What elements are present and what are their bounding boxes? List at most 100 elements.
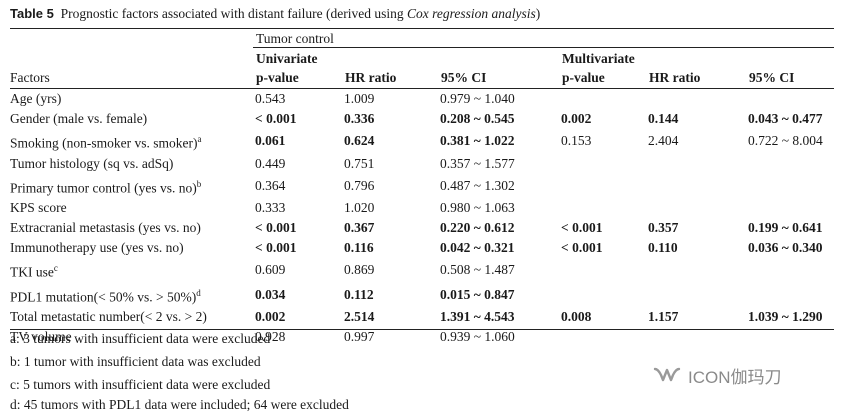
table-row: TV volume 0.928 0.997 0.939 ~ 1.060 bbox=[10, 327, 828, 347]
multivariate-hr-ratio-cell bbox=[648, 283, 748, 308]
univariate-ci-cell: 0.220 ~ 0.612 bbox=[440, 220, 515, 235]
footnote-marker: a bbox=[197, 134, 202, 144]
table-title-text: Prognostic factors associated with dista… bbox=[60, 6, 408, 21]
footnote-b: b: 1 tumor with insufficient data was ex… bbox=[10, 354, 261, 369]
univariate-ci-cell: 0.208 ~ 0.545 bbox=[440, 111, 515, 126]
footnote-marker: c bbox=[53, 263, 58, 273]
table-title-close: ) bbox=[535, 6, 541, 21]
univariate-p-value-cell: 0.061 bbox=[255, 133, 286, 149]
multivariate-p-value-cell bbox=[561, 198, 648, 218]
factor-cell: Extracranial metastasis (yes vs. no) bbox=[10, 218, 255, 238]
univariate-p-value-cell: 0.333 bbox=[255, 200, 286, 215]
univariate-ci-cell: 0.381 ~ 1.022 bbox=[440, 133, 515, 149]
univariate-ci-cell: 0.979 ~ 1.040 bbox=[440, 91, 515, 106]
table-row: Total metastatic number(< 2 vs. > 2) 0.00… bbox=[10, 307, 828, 327]
univariate-p-value-cell: < 0.001 bbox=[255, 220, 297, 235]
multivariate-hr-ratio-cell bbox=[648, 258, 748, 283]
header-rule bbox=[10, 88, 834, 89]
bottom-rule bbox=[10, 329, 834, 330]
univariate-p-value-cell: < 0.001 bbox=[255, 240, 297, 255]
multivariate-hr-ratio-cell bbox=[648, 154, 748, 174]
univariate-ci-cell: 0.357 ~ 1.577 bbox=[440, 155, 515, 171]
univariate-p-value-cell: 0.034 bbox=[255, 286, 286, 302]
factor-label: Tumor histology (sq vs. adSq) bbox=[10, 155, 174, 171]
univariate-hr-ratio-cell: 0.796 bbox=[344, 177, 375, 193]
multivariate-ci-cell bbox=[748, 327, 828, 347]
top-rule bbox=[10, 28, 834, 29]
multivariate-p-value-cell bbox=[561, 89, 648, 109]
factor-cell: Immunotherapy use (yes vs. no) bbox=[10, 238, 255, 258]
univariate-p-value-cell: 0.364 bbox=[255, 177, 286, 193]
factor-label: Gender (male vs. female) bbox=[10, 111, 148, 126]
univariate-p-value-cell: < 0.001 bbox=[255, 111, 297, 126]
univariate-ci-cell: 0.015 ~ 0.847 bbox=[440, 286, 515, 302]
multivariate-hr-ratio-cell: 0.357 bbox=[648, 220, 679, 235]
multivariate-ci-cell: 0.036 ~ 0.340 bbox=[748, 240, 823, 255]
multivariate-p-value-cell: 0.002 bbox=[561, 111, 592, 126]
univariate-hr-ratio-cell: 2.514 bbox=[344, 309, 375, 324]
multivariate-ci-cell: 1.039 ~ 1.290 bbox=[748, 309, 823, 324]
table-title: Table 5 Prognostic factors associated wi… bbox=[10, 6, 540, 22]
header-multivariate-ci: 95% CI bbox=[749, 70, 795, 85]
table-row: Smoking (non-smoker vs. smoker)a 0.061 0.6… bbox=[10, 129, 828, 154]
factor-cell: PDL1 mutation(< 50% vs. > 50%)d bbox=[10, 283, 255, 308]
header-multivariate: Multivariate bbox=[562, 51, 635, 66]
univariate-hr-ratio-cell: 0.869 bbox=[344, 262, 375, 278]
factor-cell: Primary tumor control (yes vs. no)b bbox=[10, 174, 255, 199]
multivariate-p-value-cell bbox=[561, 154, 648, 174]
factor-label: Smoking (non-smoker vs. smoker) bbox=[10, 135, 198, 151]
multivariate-p-value-cell bbox=[561, 283, 648, 308]
multivariate-ci-cell bbox=[748, 154, 828, 174]
multivariate-p-value-cell: 0.008 bbox=[561, 309, 592, 324]
multivariate-p-value-cell: < 0.001 bbox=[561, 240, 603, 255]
multivariate-hr-ratio-cell: 0.144 bbox=[648, 111, 679, 126]
multivariate-hr-ratio-cell bbox=[648, 174, 748, 199]
watermark-text: ICON伽玛刀 bbox=[688, 368, 782, 387]
multivariate-hr-ratio-cell bbox=[648, 327, 748, 347]
table-row: Extracranial metastasis (yes vs. no) < 0.… bbox=[10, 218, 828, 238]
group-header-tumor-control: Tumor control bbox=[256, 31, 334, 46]
table-row: Primary tumor control (yes vs. no)b 0.364… bbox=[10, 174, 828, 199]
factor-label: Total metastatic number(< 2 vs. > 2) bbox=[10, 309, 207, 324]
footnote-c: c: 5 tumors with insufficient data were … bbox=[10, 377, 271, 392]
univariate-ci-cell: 0.042 ~ 0.321 bbox=[440, 240, 515, 255]
factor-label: Extracranial metastasis (yes vs. no) bbox=[10, 220, 201, 235]
footnote-a: a: 3 tumors with insufficient data were … bbox=[10, 331, 271, 346]
multivariate-p-value-cell: < 0.001 bbox=[561, 220, 603, 235]
factor-cell: Smoking (non-smoker vs. smoker)a bbox=[10, 129, 255, 154]
univariate-p-value-cell: 0.609 bbox=[255, 262, 286, 278]
univariate-ci-cell: 0.487 ~ 1.302 bbox=[440, 177, 515, 193]
header-univariate-hr-ratio: HR ratio bbox=[345, 70, 397, 85]
multivariate-ci-cell bbox=[748, 174, 828, 199]
multivariate-hr-ratio-cell bbox=[648, 89, 748, 109]
table-body: Age (yrs) 0.543 1.009 0.979 ~ 1.040 Gender (… bbox=[10, 89, 828, 347]
multivariate-hr-ratio-cell: 2.404 bbox=[648, 133, 679, 149]
table-row: PDL1 mutation(< 50% vs. > 50%)d 0.034 0.11… bbox=[10, 283, 828, 308]
multivariate-hr-ratio-cell bbox=[648, 198, 748, 218]
univariate-hr-ratio-cell: 0.751 bbox=[344, 155, 375, 171]
factor-label: Primary tumor control (yes vs. no) bbox=[10, 180, 197, 195]
table-row: Tumor histology (sq vs. adSq) 0.449 0.751 0… bbox=[10, 154, 828, 174]
multivariate-p-value-cell bbox=[561, 258, 648, 283]
univariate-hr-ratio-cell: 0.624 bbox=[344, 133, 375, 149]
multivariate-ci-cell bbox=[748, 258, 828, 283]
factor-cell: Tumor histology (sq vs. adSq) bbox=[10, 154, 255, 174]
footnote-marker: d bbox=[196, 287, 201, 298]
univariate-ci-cell: 0.508 ~ 1.487 bbox=[440, 262, 515, 278]
header-multivariate-hr-ratio: HR ratio bbox=[649, 70, 701, 85]
univariate-ci-cell: 0.939 ~ 1.060 bbox=[440, 329, 515, 344]
table-row: Immunotherapy use (yes vs. no) < 0.001 0.1… bbox=[10, 238, 828, 258]
multivariate-p-value-cell bbox=[561, 174, 648, 199]
factor-label: KPS score bbox=[10, 200, 67, 215]
multivariate-ci-cell bbox=[748, 89, 828, 109]
univariate-p-value-cell: 0.002 bbox=[255, 309, 286, 324]
table-row: Age (yrs) 0.543 1.009 0.979 ~ 1.040 bbox=[10, 89, 828, 109]
univariate-ci-cell: 0.980 ~ 1.063 bbox=[440, 200, 515, 215]
factor-label: Age (yrs) bbox=[10, 91, 62, 106]
table-title-italic: Cox regression analysis bbox=[407, 6, 536, 21]
univariate-hr-ratio-cell: 0.367 bbox=[344, 220, 375, 235]
factor-cell: Gender (male vs. female) bbox=[10, 109, 255, 129]
header-univariate-p-value: p-value bbox=[256, 70, 299, 85]
factor-cell: Total metastatic number(< 2 vs. > 2) bbox=[10, 307, 255, 327]
multivariate-hr-ratio-cell: 1.157 bbox=[648, 309, 679, 324]
